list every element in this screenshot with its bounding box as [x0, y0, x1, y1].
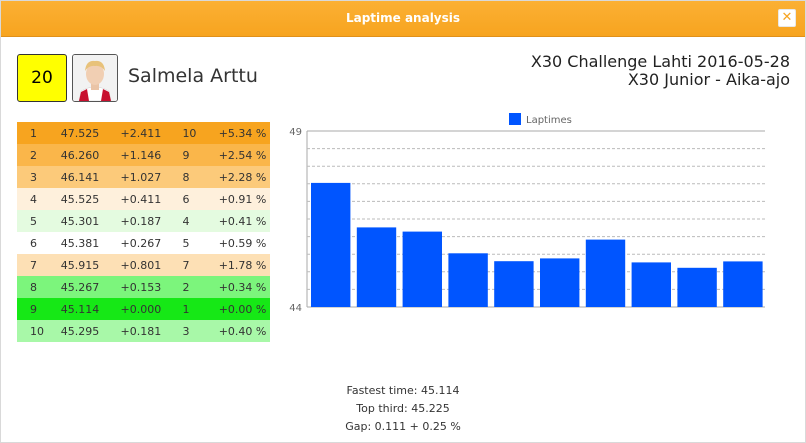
- lap-row: 8 45.267 +0.153 2 +0.34 %: [17, 276, 270, 298]
- lap-lap: 8: [30, 280, 37, 294]
- lap-pct: +0.40 %: [218, 324, 267, 338]
- bar-lap-10: [723, 261, 763, 307]
- lap-time: 46.260: [60, 148, 100, 162]
- lap-row: 10 45.295 +0.181 3 +0.40 %: [17, 320, 270, 342]
- bar-lap-6: [540, 258, 580, 307]
- lap-diff: +0.187: [120, 214, 162, 228]
- lap-diff: +0.181: [120, 324, 162, 338]
- driver-name: Salmela Arttu: [128, 65, 258, 87]
- lap-diff: +0.801: [120, 258, 162, 272]
- lap-pct: +0.59 %: [218, 236, 267, 250]
- laptime-chart: 49 44 Laptimes: [289, 113, 765, 314]
- lap-diff: +0.411: [120, 192, 162, 206]
- bar-lap-8: [631, 262, 671, 307]
- lap-row: 6 45.381 +0.267 5 +0.59 %: [17, 232, 270, 254]
- dialog-title: Laptime analysis: [345, 11, 461, 25]
- gap: Gap: 0.111 + 0.25 %: [345, 420, 461, 433]
- lap-pct: +2.54 %: [218, 148, 267, 162]
- lap-diff: +2.411: [120, 126, 162, 140]
- lap-rank: 9: [182, 148, 190, 162]
- lap-lap: 1: [30, 126, 37, 140]
- close-icon[interactable]: ✕: [778, 9, 796, 27]
- lap-row: 7 45.915 +0.801 7 +1.78 %: [17, 254, 270, 276]
- lap-pct: +0.00 %: [218, 302, 267, 316]
- bar-lap-2: [356, 227, 397, 307]
- lap-lap: 3: [30, 170, 37, 184]
- bar-lap-1: [311, 182, 351, 307]
- dialog-titlebar: Laptime analysis ✕: [1, 1, 805, 37]
- lap-rank: 7: [182, 258, 190, 272]
- lap-rank: 1: [182, 302, 190, 316]
- bar-lap-7: [585, 239, 626, 307]
- lap-lap: 6: [30, 236, 37, 250]
- lap-row: 3 46.141 +1.027 8 +2.28 %: [17, 166, 270, 188]
- lap-pct: +5.34 %: [218, 126, 267, 140]
- lap-pct: +0.34 %: [218, 280, 267, 294]
- y-tick-label-min: 44: [289, 303, 302, 314]
- summary: Fastest time: 45.114 Top third: 45.225 G…: [1, 382, 805, 436]
- lap-lap: 10: [30, 324, 44, 338]
- bar-lap-5: [494, 261, 534, 307]
- lap-time: 45.267: [60, 280, 100, 294]
- lap-rank: 3: [182, 324, 190, 338]
- lap-lap: 4: [30, 192, 37, 206]
- lap-row: 9 45.114 +0.000 1 +0.00 %: [17, 298, 270, 320]
- lap-time: 45.381: [60, 236, 100, 250]
- lap-row: 1 47.525 +2.411 10 +5.34 %: [17, 122, 270, 144]
- bar-lap-3: [402, 231, 442, 307]
- event-session: X30 Junior - Aika-ajo: [627, 70, 790, 89]
- lap-diff: +0.153: [120, 280, 162, 294]
- lap-lap: 2: [30, 148, 37, 162]
- lap-lap: 5: [30, 214, 37, 228]
- fastest-time: Fastest time: 45.114: [346, 384, 460, 397]
- lap-pct: +0.41 %: [218, 214, 267, 228]
- event-info: X30 Challenge Lahti 2016-05-28 X30 Junio…: [531, 53, 790, 89]
- lap-rank: 6: [182, 192, 190, 206]
- lap-pct: +2.28 %: [218, 170, 267, 184]
- lap-diff: +1.027: [120, 170, 162, 184]
- lap-time: 45.525: [60, 192, 100, 206]
- driver-photo: [72, 54, 118, 102]
- lap-rank: 10: [182, 126, 197, 140]
- lap-rank: 8: [182, 170, 190, 184]
- driver-number: 20: [17, 54, 67, 102]
- lap-diff: +1.146: [120, 148, 162, 162]
- lap-row: 4 45.525 +0.411 6 +0.91 %: [17, 188, 270, 210]
- lap-time: 47.525: [60, 126, 100, 140]
- lap-diff: +0.000: [120, 302, 162, 316]
- lap-pct: +1.78 %: [218, 258, 267, 272]
- lap-row: 2 46.260 +1.146 9 +2.54 %: [17, 144, 270, 166]
- event-title: X30 Challenge Lahti 2016-05-28: [530, 52, 790, 71]
- lap-time: 45.295: [60, 324, 100, 338]
- lap-rank: 4: [182, 214, 190, 228]
- lap-rank: 2: [182, 280, 190, 294]
- legend-swatch: [509, 113, 521, 125]
- bar-lap-4: [448, 253, 488, 307]
- lap-time: 46.141: [60, 170, 100, 184]
- lap-rank: 5: [182, 236, 190, 250]
- legend-label: Laptimes: [526, 115, 572, 126]
- lap-row: 5 45.301 +0.187 4 +0.41 %: [17, 210, 270, 232]
- lap-lap: 9: [30, 302, 37, 316]
- lap-pct: +0.91 %: [218, 192, 267, 206]
- top-third: Top third: 45.225: [356, 402, 450, 415]
- lap-time: 45.915: [60, 258, 100, 272]
- lap-time: 45.301: [60, 214, 100, 228]
- lap-time: 45.114: [60, 302, 100, 316]
- lap-lap: 7: [30, 258, 37, 272]
- bar-lap-9: [677, 267, 717, 307]
- laps-table: 1 47.525 +2.411 10 +5.34 % 2 46.260 +1.146 9 +2.5…: [17, 122, 270, 342]
- y-tick-label-max: 49: [289, 127, 302, 138]
- lap-diff: +0.267: [120, 236, 162, 250]
